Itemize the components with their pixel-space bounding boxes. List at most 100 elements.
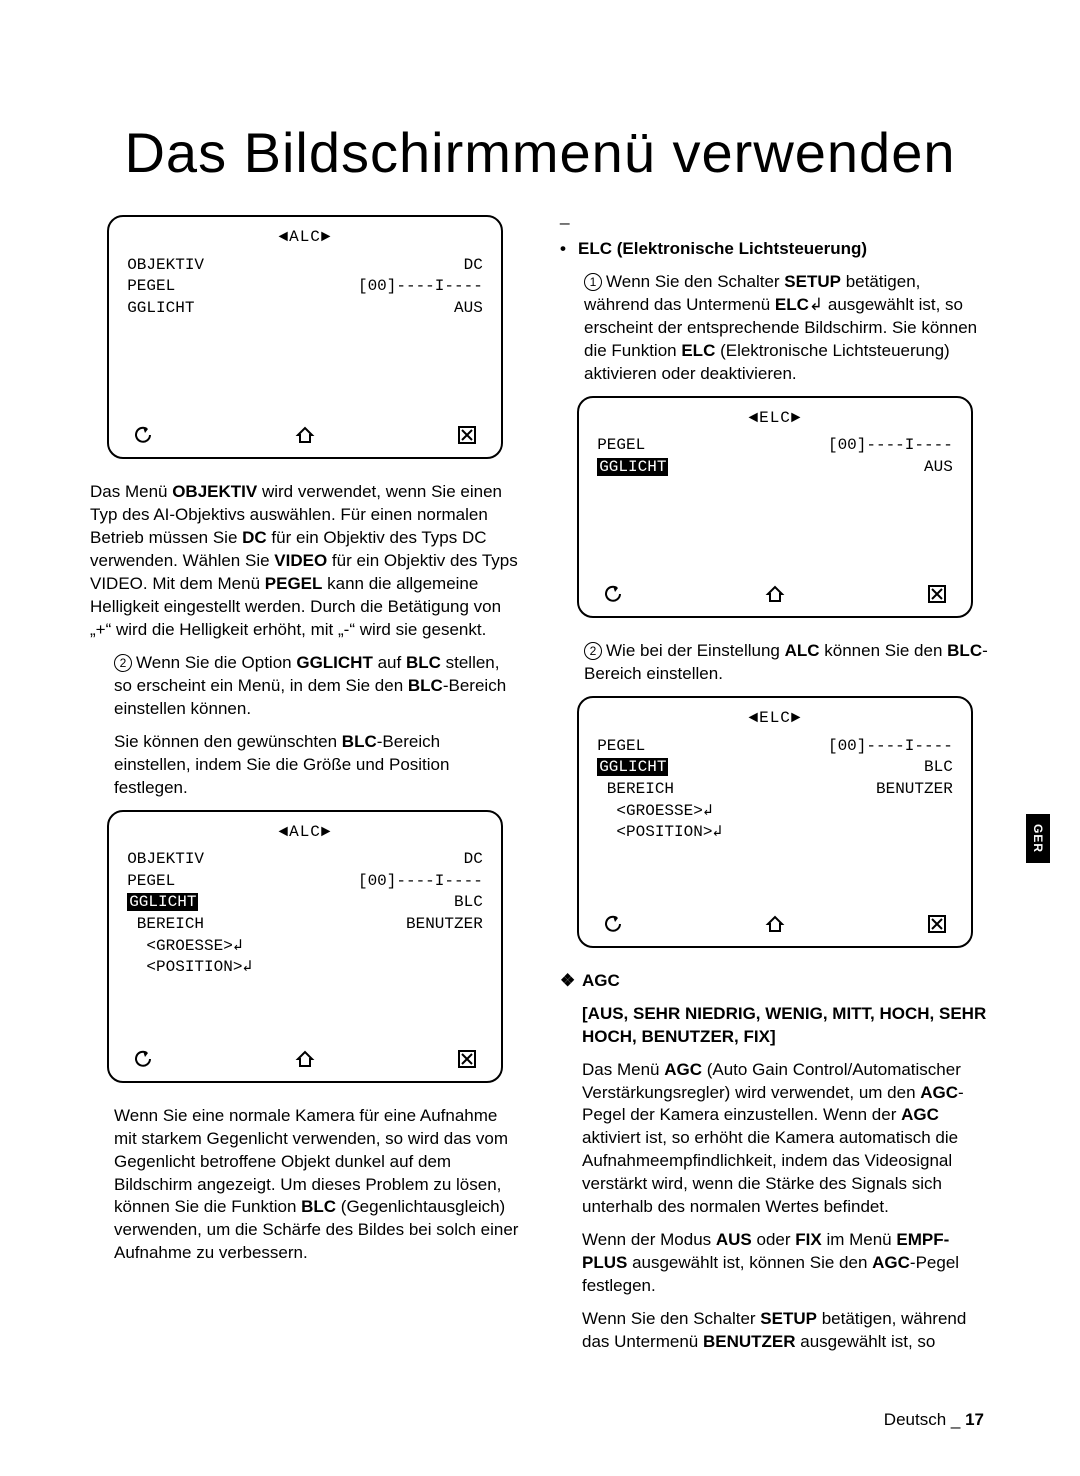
text: aktiviert ist, so erhöht die Kamera auto… — [582, 1128, 958, 1216]
return-icon — [712, 823, 722, 841]
bold-text: OBJEKTIV — [172, 482, 257, 501]
osd-row: PEGEL [00]----I---- — [127, 871, 483, 893]
back-icon — [603, 914, 623, 934]
bold-text: BLC — [947, 641, 982, 660]
osd-row: OBJEKTIV DC — [127, 849, 483, 871]
body-text: _ — [560, 205, 990, 228]
text: können Sie den — [820, 641, 948, 660]
osd-row: <GROESSE> — [597, 801, 953, 823]
left-column: ◄ALC► OBJEKTIV DC PEGEL [00]----I---- GGLI… — [90, 205, 520, 1364]
home-icon — [295, 425, 315, 445]
text: <POSITION> — [597, 823, 712, 841]
home-icon — [765, 914, 785, 934]
section-heading: AGC — [560, 970, 990, 993]
highlight: GGLICHT — [597, 758, 668, 776]
osd-title: ◄ALC► — [127, 822, 483, 844]
osd-label: BEREICH — [127, 914, 237, 936]
body-text: Wenn Sie eine normale Kamera für eine Au… — [90, 1105, 520, 1266]
osd-label: <GROESSE> — [127, 936, 242, 958]
text: Wie bei der Einstellung — [606, 641, 785, 660]
highlight: GGLICHT — [127, 893, 198, 911]
osd-value: AUS — [924, 457, 953, 479]
section-subheading: [AUS, SEHR NIEDRIG, WENIG, MITT, HOCH, S… — [560, 1003, 990, 1049]
section-heading: ELC (Elektronische Lichtsteuerung) — [560, 238, 990, 261]
osd-row: GGLICHT AUS — [597, 457, 953, 479]
osd-value: DC — [464, 849, 483, 871]
osd-label: OBJEKTIV — [127, 849, 237, 871]
osd-value: [00]----I---- — [358, 276, 483, 298]
osd-value: [00]----I---- — [828, 736, 953, 758]
bold-text: ELC — [775, 295, 809, 314]
body-text: 2Wie bei der Einstellung ALC können Sie … — [560, 640, 990, 686]
body-text: 2Wenn Sie die Option GGLICHT auf BLC ste… — [90, 652, 520, 721]
osd-label: GGLICHT — [597, 757, 707, 779]
return-icon — [242, 958, 252, 976]
bold-text: BLC — [301, 1197, 336, 1216]
osd-row: PEGEL [00]----I---- — [597, 435, 953, 457]
step-number-icon: 1 — [584, 273, 602, 291]
osd-label: PEGEL — [597, 736, 707, 758]
osd-label: PEGEL — [127, 871, 237, 893]
osd-value: BLC — [454, 892, 483, 914]
bold-text: AUS — [716, 1230, 752, 1249]
osd-nav — [597, 584, 953, 604]
page-footer: Deutsch _ 17 — [884, 1410, 984, 1430]
bold-text: PEGEL — [265, 574, 323, 593]
return-icon — [703, 802, 713, 820]
osd-title: ◄ALC► — [127, 227, 483, 249]
bold-text: GGLICHT — [296, 653, 373, 672]
bold-text: DC — [242, 528, 267, 547]
osd-title: ◄ELC► — [597, 408, 953, 430]
osd-label: PEGEL — [597, 435, 707, 457]
bold-text: BLC — [342, 732, 377, 751]
osd-value: [00]----I---- — [828, 435, 953, 457]
osd-row: <POSITION> — [127, 957, 483, 979]
text: Sie können den gewünschten — [114, 732, 342, 751]
text: ausgewählt ist, so — [796, 1332, 936, 1351]
page-title: Das Bildschirmmenü verwenden — [90, 120, 990, 185]
osd-elc-2: ◄ELC► PEGEL[00]----I---- GGLICHTBLC BERE… — [577, 696, 973, 948]
content-columns: ◄ALC► OBJEKTIV DC PEGEL [00]----I---- GGLI… — [90, 205, 990, 1364]
body-text: Wenn der Modus AUS oder FIX im Menü EMPF… — [560, 1229, 990, 1298]
bold-text: AGC — [872, 1253, 910, 1272]
bold-text: ALC — [785, 641, 820, 660]
osd-row: GGLICHTAUS — [127, 298, 483, 320]
bold-text: FIX — [795, 1230, 821, 1249]
osd-label: GGLICHT — [127, 892, 237, 914]
bold-text: BENUTZER — [703, 1332, 796, 1351]
back-icon — [133, 1049, 153, 1069]
bold-text: AGC — [901, 1105, 939, 1124]
return-icon — [233, 937, 243, 955]
body-text: Wenn Sie den Schalter SETUP betätigen, w… — [560, 1308, 990, 1354]
osd-alc-1: ◄ALC► OBJEKTIVDC PEGEL[00]----I---- GGLI… — [107, 215, 503, 459]
close-icon — [457, 425, 477, 445]
osd-value: [00]----I---- — [358, 871, 483, 893]
text: oder — [752, 1230, 795, 1249]
osd-alc-2: ◄ALC► OBJEKTIV DC PEGEL [00]----I---- GGLI… — [107, 810, 503, 1083]
close-icon — [927, 584, 947, 604]
highlight: GGLICHT — [597, 458, 668, 476]
text: Das Menü — [90, 482, 172, 501]
footer-sep: _ — [946, 1410, 965, 1429]
osd-value: DC — [464, 255, 483, 277]
body-text: Das Menü AGC (Auto Gain Control/Automati… — [560, 1059, 990, 1220]
text: <POSITION> — [127, 958, 242, 976]
osd-value: BENUTZER — [876, 779, 953, 801]
osd-row: BEREICHBENUTZER — [597, 779, 953, 801]
home-icon — [295, 1049, 315, 1069]
text: Wenn der Modus — [582, 1230, 716, 1249]
osd-row: GGLICHTBLC — [597, 757, 953, 779]
osd-value: BENUTZER — [406, 914, 483, 936]
footer-language: Deutsch — [884, 1410, 946, 1429]
osd-row: <POSITION> — [597, 822, 953, 844]
text: auf — [373, 653, 406, 672]
osd-label: <POSITION> — [127, 957, 252, 979]
back-icon — [603, 584, 623, 604]
text: Wenn Sie den Schalter — [582, 1309, 760, 1328]
osd-label: GGLICHT — [127, 298, 237, 320]
body-text: Sie können den gewünschten BLC-Bereich e… — [90, 731, 520, 800]
bold-text: BLC — [406, 653, 441, 672]
osd-elc-1: ◄ELC► PEGEL [00]----I---- GGLICHT AUS — [577, 396, 973, 619]
osd-row: PEGEL [00]----I---- — [597, 736, 953, 758]
right-column: _ ELC (Elektronische Lichtsteuerung) 1 We… — [560, 205, 990, 1364]
